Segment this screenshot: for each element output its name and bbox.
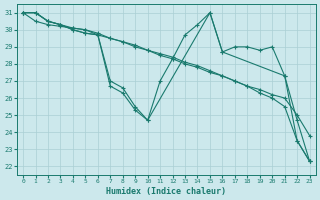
X-axis label: Humidex (Indice chaleur): Humidex (Indice chaleur) <box>106 187 226 196</box>
